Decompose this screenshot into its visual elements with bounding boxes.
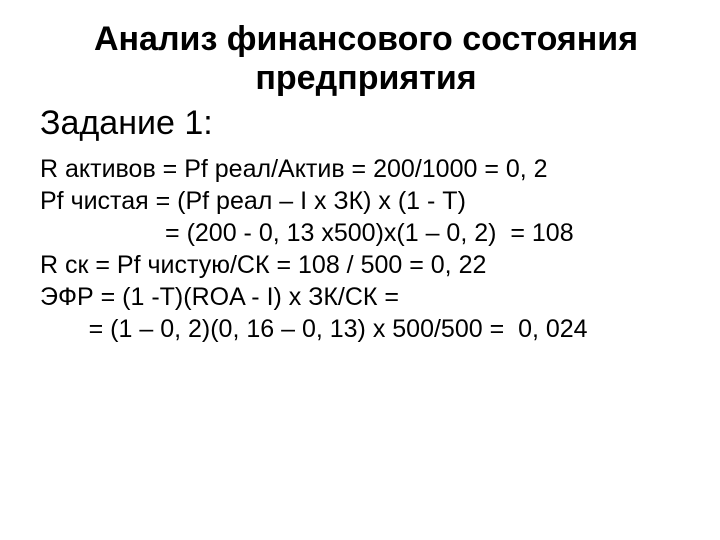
formula-line: R ск = Pf чистую/СК = 108 / 500 = 0, 22 [40, 249, 692, 281]
formula-line: ЭФР = (1 -Т)(ROA - I) x ЗК/СК = [40, 281, 692, 313]
formula-line: R активов = Pf реал/Актив = 200/1000 = 0… [40, 153, 692, 185]
page-title: Анализ финансового состояния предприятия [40, 20, 692, 98]
formula-line: = (1 – 0, 2)(0, 16 – 0, 13) х 500/500 = … [40, 313, 692, 345]
task-heading: Задание 1: [40, 104, 692, 143]
formula-line: Pf чистая = (Pf реал – I x ЗК) х (1 - Т) [40, 185, 692, 217]
slide: Анализ финансового состояния предприятия… [0, 0, 720, 540]
formula-line: = (200 - 0, 13 x500)х(1 – 0, 2) = 108 [40, 217, 692, 249]
